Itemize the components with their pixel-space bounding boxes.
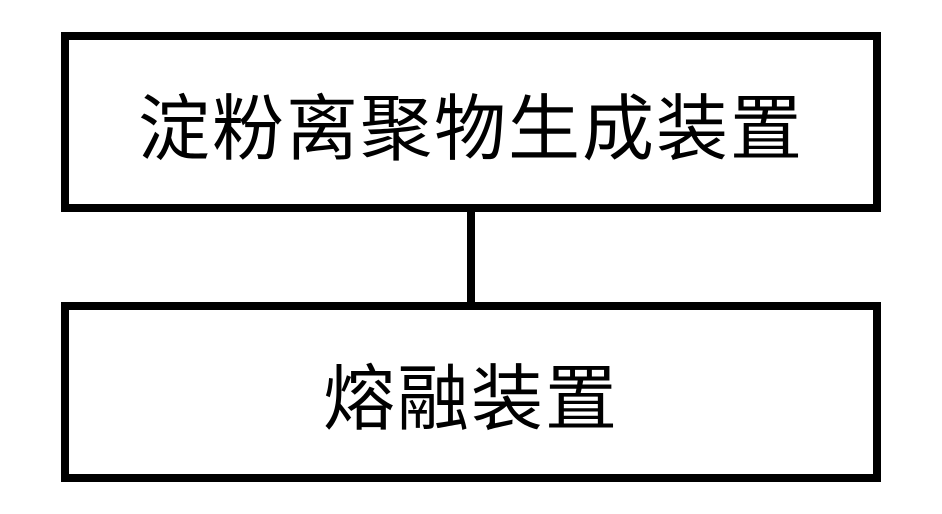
node-top: 淀粉离聚物生成装置 xyxy=(61,32,881,212)
node-bottom: 熔融装置 xyxy=(61,302,881,482)
edge-connector xyxy=(467,212,475,302)
flowchart-diagram: 淀粉离聚物生成装置 熔融装置 xyxy=(61,32,881,482)
node-top-label: 淀粉离聚物生成装置 xyxy=(138,70,804,175)
node-bottom-label: 熔融装置 xyxy=(323,340,619,445)
